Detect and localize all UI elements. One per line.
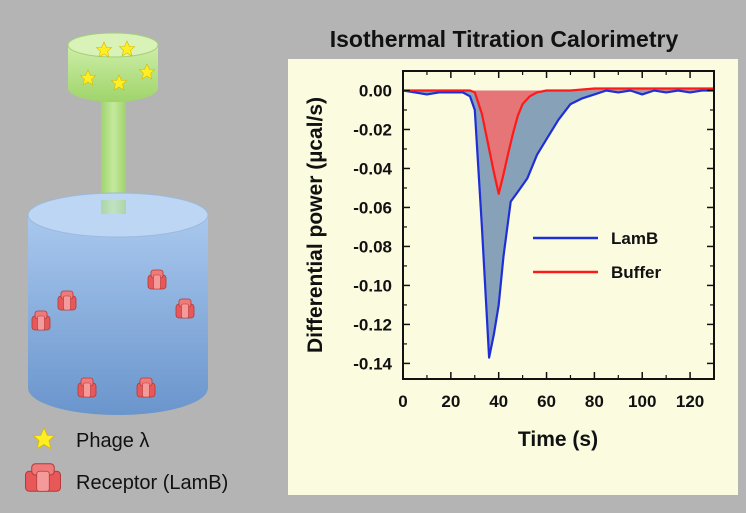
x-tick-labels: 0 20 40 60 80 100 120 [398, 392, 704, 411]
y-tick-label: 0.00 [359, 81, 392, 100]
legend-label-buffer: Buffer [611, 263, 661, 282]
y-tick-label: -0.10 [353, 276, 392, 295]
receptor-icon [147, 269, 167, 290]
receptor-icon [57, 290, 77, 311]
x-tick-label: 100 [628, 392, 656, 411]
star-icon [79, 69, 97, 86]
legend: LamB Buffer [533, 229, 661, 282]
y-tick-label: -0.12 [353, 315, 392, 334]
y-tick-label: -0.14 [353, 354, 392, 373]
receptor-icon [31, 310, 51, 331]
x-tick-label: 120 [676, 392, 704, 411]
area-fills [403, 88, 714, 358]
x-tick-label: 0 [398, 392, 407, 411]
y-tick-label: -0.08 [353, 237, 392, 256]
receptor-icon [175, 298, 195, 319]
injection-beam [101, 96, 126, 210]
figure-key: Phage λ Receptor (LamB) [25, 427, 228, 494]
plot-frame [402, 70, 715, 380]
star-icon [95, 41, 113, 58]
calorimeter-illustration [27, 32, 209, 415]
chart-title: Isothermal Titration Calorimetry [330, 26, 679, 52]
star-icon [138, 63, 156, 80]
phage-stars [79, 40, 156, 91]
receptor-icon [77, 377, 97, 398]
y-axis-label: Differential power (µcal/s) [304, 97, 327, 353]
key-label-receptor: Receptor (LamB) [76, 472, 228, 494]
y-tick-label: -0.04 [353, 159, 392, 178]
receptor-icon [136, 377, 156, 398]
star-icon [118, 40, 136, 57]
syringe-icon [67, 32, 159, 102]
x-axis-label: Time (s) [518, 428, 598, 451]
x-tick-label: 40 [489, 392, 508, 411]
key-star-icon [32, 427, 56, 450]
x-tick-label: 20 [441, 392, 460, 411]
x-tick-label: 80 [585, 392, 604, 411]
key-receptor-icon [25, 463, 61, 492]
sample-cell-icon [27, 192, 209, 415]
area-fill-lamb [403, 90, 714, 358]
legend-label-lamb: LamB [611, 229, 658, 248]
star-icon [110, 74, 128, 91]
series-line-buffer [403, 87, 714, 195]
y-tick-label: -0.02 [353, 120, 392, 139]
y-tick-labels: 0.00 -0.02 -0.04 -0.06 -0.08 -0.10 -0.12 -0.14 [353, 81, 392, 373]
series-lines [402, 87, 714, 359]
x-tick-label: 60 [537, 392, 556, 411]
series-line-lamb [402, 89, 714, 359]
key-label-phage: Phage λ [76, 430, 149, 452]
y-tick-label: -0.06 [353, 198, 392, 217]
axis-ticks [402, 71, 715, 379]
